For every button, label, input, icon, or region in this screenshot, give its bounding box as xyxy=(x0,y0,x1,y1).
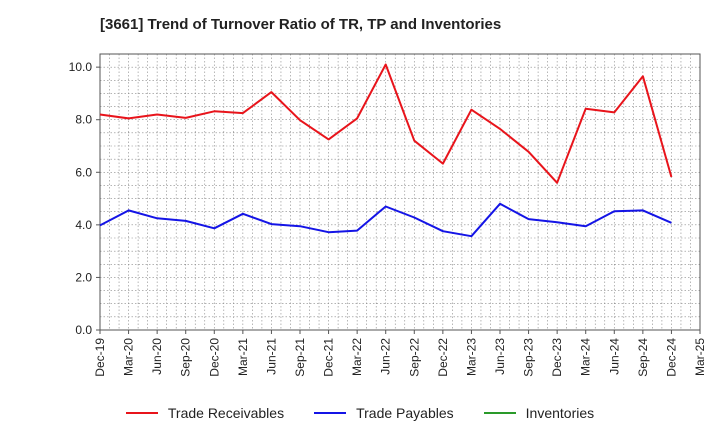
x-tick-label: Sep-20 xyxy=(179,338,193,377)
axis-layer xyxy=(96,53,701,334)
x-tick-label: Jun-23 xyxy=(493,338,507,375)
y-tick-label: 4.0 xyxy=(75,218,92,232)
x-tick-label: Mar-20 xyxy=(122,338,136,376)
x-tick-label: Dec-21 xyxy=(322,338,336,377)
x-tick-label: Dec-22 xyxy=(436,338,450,377)
x-tick-label: Mar-24 xyxy=(579,338,593,376)
legend-item-inventories: Inventories xyxy=(483,405,595,421)
y-tick-label: 10.0 xyxy=(69,60,93,74)
series-layer xyxy=(99,63,673,238)
chart-title: [3661] Trend of Turnover Ratio of TR, TP… xyxy=(100,16,502,33)
x-tick-label: Jun-24 xyxy=(607,338,621,375)
x-tick-label: Dec-20 xyxy=(207,338,221,377)
y-tick-label: 8.0 xyxy=(75,113,92,127)
y-tick-label: 0.0 xyxy=(75,323,92,337)
x-tick-label: Jun-21 xyxy=(264,338,278,375)
x-tick-label: Dec-23 xyxy=(550,338,564,377)
legend: Trade Receivables Trade Payables Inventori… xyxy=(0,405,720,421)
plot-frame xyxy=(99,53,701,331)
y-tick-label: 6.0 xyxy=(75,165,92,179)
x-tick-label: Mar-23 xyxy=(464,338,478,376)
x-tick-label: Sep-21 xyxy=(293,338,307,377)
legend-swatch xyxy=(125,412,158,414)
legend-label: Trade Payables xyxy=(356,405,454,421)
series-line-trade-payables xyxy=(99,202,672,238)
label-layer: 0.0 2.0 4.0 6.0 8.0 10.0 Dec-19 Mar-20 Jun-20 Sep… xyxy=(69,60,707,377)
x-tick-label: Sep-24 xyxy=(636,338,650,377)
x-tick-label: Dec-24 xyxy=(664,338,678,377)
y-tick-label: 2.0 xyxy=(75,270,92,284)
legend-swatch xyxy=(483,412,516,414)
x-tick-label: Mar-25 xyxy=(693,338,707,376)
legend-item-trade-payables: Trade Payables xyxy=(314,405,454,421)
x-tick-label: Dec-19 xyxy=(93,338,107,377)
x-tick-label: Jun-22 xyxy=(379,338,393,375)
grid-layer xyxy=(100,54,700,330)
x-tick-label: Jun-20 xyxy=(150,338,164,375)
x-tick-label: Mar-22 xyxy=(350,338,364,376)
x-tick-label: Sep-22 xyxy=(407,338,421,377)
series-line-trade-receivables xyxy=(99,63,673,184)
legend-swatch xyxy=(314,412,347,414)
legend-label: Trade Receivables xyxy=(167,405,285,421)
legend-label: Inventories xyxy=(525,405,595,421)
x-tick-label: Mar-21 xyxy=(236,338,250,376)
legend-item-trade-receivables: Trade Receivables xyxy=(125,405,285,421)
x-tick-label: Sep-23 xyxy=(522,338,536,377)
